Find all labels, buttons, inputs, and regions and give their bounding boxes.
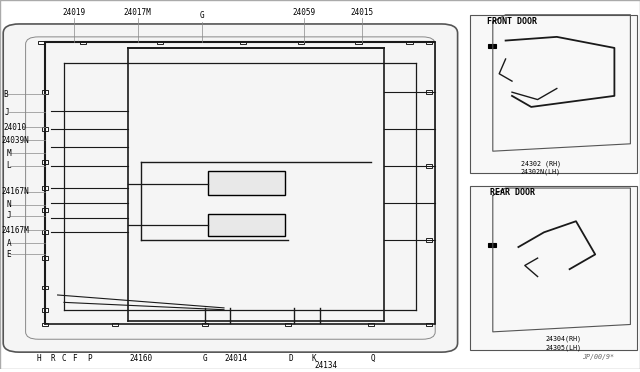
Bar	[470, 186, 637, 350]
Text: A: A	[6, 239, 11, 248]
Text: 24167M: 24167M	[1, 226, 29, 235]
Text: 24017M: 24017M	[124, 7, 152, 17]
Bar	[488, 243, 496, 247]
FancyBboxPatch shape	[3, 24, 458, 352]
Text: 24059: 24059	[292, 7, 316, 17]
Bar	[42, 308, 48, 312]
Bar	[426, 238, 432, 241]
Text: E: E	[6, 250, 11, 259]
Text: REAR DOOR: REAR DOOR	[490, 188, 534, 197]
Bar	[426, 90, 432, 94]
Text: JP/00/9*: JP/00/9*	[582, 353, 614, 359]
Bar	[42, 186, 48, 190]
Text: H: H	[36, 354, 41, 363]
Text: G: G	[199, 11, 204, 20]
Bar	[285, 323, 291, 326]
Text: N: N	[6, 200, 11, 209]
Bar	[426, 41, 432, 44]
Text: P: P	[87, 354, 92, 363]
Bar	[38, 41, 45, 44]
Text: B: B	[3, 90, 8, 99]
Text: 24134: 24134	[315, 361, 338, 371]
Bar	[208, 171, 285, 195]
Bar	[112, 323, 118, 326]
Bar	[355, 41, 362, 44]
Text: 24160: 24160	[129, 354, 152, 363]
Bar	[488, 44, 496, 48]
Bar	[42, 323, 48, 326]
Bar	[42, 231, 48, 234]
Text: 24014: 24014	[224, 354, 247, 363]
Text: D: D	[289, 354, 294, 363]
Bar	[208, 214, 285, 236]
Bar	[42, 127, 48, 131]
Text: 24304(RH)
24305(LH): 24304(RH) 24305(LH)	[545, 336, 581, 350]
Bar	[80, 41, 86, 44]
Text: K: K	[311, 354, 316, 363]
Bar	[202, 323, 208, 326]
Bar	[298, 41, 304, 44]
Text: L: L	[6, 161, 11, 170]
Bar	[42, 90, 48, 94]
Bar	[42, 208, 48, 212]
Bar	[240, 41, 246, 44]
Text: 24039N: 24039N	[1, 136, 29, 145]
Text: F: F	[72, 354, 77, 363]
Text: FRONT DOOR: FRONT DOOR	[487, 17, 537, 26]
Bar	[42, 160, 48, 164]
Bar	[426, 164, 432, 168]
Bar	[406, 41, 413, 44]
Bar	[426, 323, 432, 326]
Text: G: G	[202, 354, 207, 363]
Text: 24019: 24019	[62, 7, 85, 17]
Bar	[42, 256, 48, 260]
Bar	[368, 323, 374, 326]
Bar	[42, 286, 48, 289]
Bar	[157, 41, 163, 44]
Text: Q: Q	[370, 354, 375, 363]
Text: 24167N: 24167N	[1, 187, 29, 196]
Bar	[470, 15, 637, 173]
Text: R: R	[51, 354, 56, 363]
Text: C: C	[61, 354, 67, 363]
Text: 24302 (RH)
24302N(LH): 24302 (RH) 24302N(LH)	[521, 160, 561, 175]
Text: J: J	[5, 108, 10, 117]
Text: 24015: 24015	[350, 7, 373, 17]
Text: J: J	[6, 211, 11, 220]
Text: M: M	[6, 148, 11, 157]
Text: 24010: 24010	[3, 123, 26, 132]
